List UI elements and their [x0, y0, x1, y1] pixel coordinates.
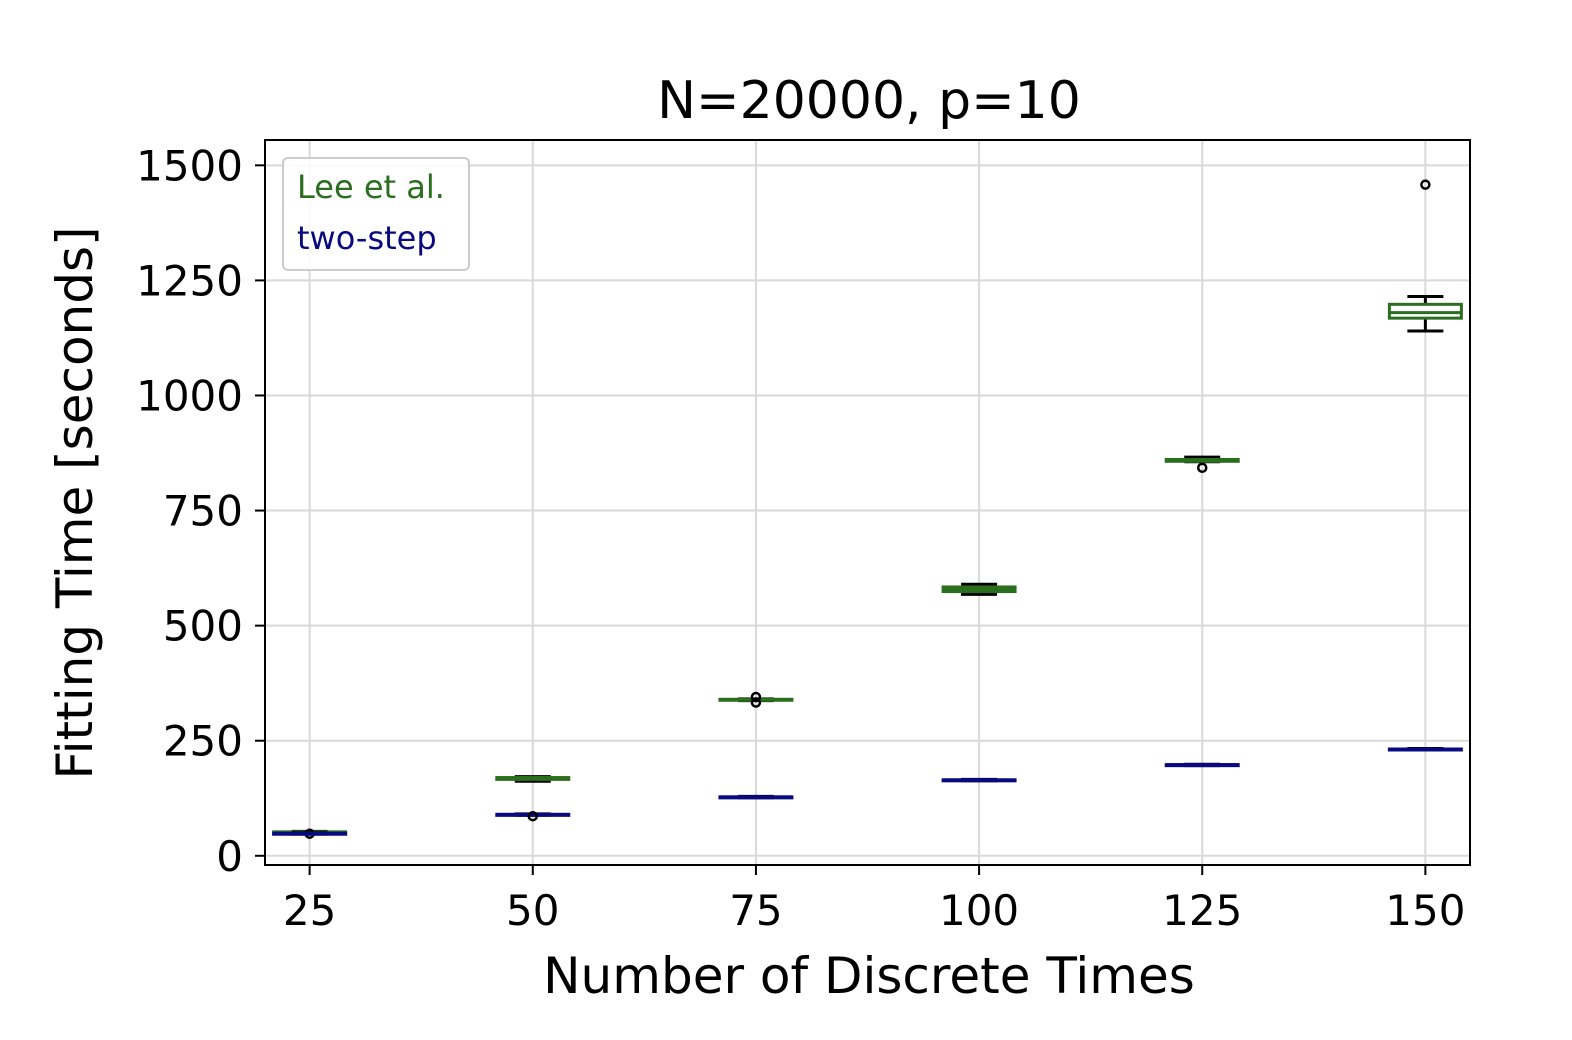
y-tick-label: 1000 [136, 371, 243, 420]
x-tick-label: 50 [506, 886, 559, 935]
y-tick-label: 500 [163, 602, 243, 651]
legend-entry-two-step: two-step [297, 219, 437, 257]
legend-box [282, 157, 470, 271]
y-tick-label: 750 [163, 487, 243, 536]
x-tick-label: 25 [283, 886, 336, 935]
x-tick-label: 125 [1162, 886, 1242, 935]
box-two-step [1164, 762, 1240, 768]
grid-lines [265, 140, 1470, 865]
x-tick-label: 150 [1385, 886, 1465, 935]
legend: Lee et al. two-step [282, 157, 470, 271]
y-tick-label: 1250 [136, 256, 243, 305]
box-two-step [941, 777, 1017, 783]
box-lee-et-al [718, 691, 794, 708]
y-tick-label: 0 [216, 832, 243, 881]
box-two-step [1387, 747, 1463, 752]
x-tick-label: 75 [729, 886, 782, 935]
box-two-step [495, 810, 571, 822]
y-tick-label: 1500 [136, 141, 243, 190]
y-axis-title: Fitting Time [seconds] [46, 226, 104, 779]
legend-entry-lee-et-al: Lee et al. [297, 168, 445, 206]
box-plot-marks [272, 179, 1463, 839]
y-tick-label: 250 [163, 717, 243, 766]
x-tick-label: 100 [939, 886, 1019, 935]
outlier-point [750, 691, 762, 703]
box-lee-et-al [1164, 455, 1240, 473]
box-two-step [718, 794, 794, 800]
plot-area-frame [264, 139, 1471, 866]
box-lee-et-al [495, 775, 571, 783]
box-lee-et-al [1387, 179, 1463, 333]
outlier-point [1420, 179, 1431, 190]
x-axis-title: Number of Discrete Times [543, 947, 1195, 1005]
outlier-point [1196, 462, 1208, 473]
box-lee-et-al [941, 582, 1017, 596]
outlier-point [750, 697, 762, 708]
outlier-point [527, 810, 539, 822]
box-two-step [272, 831, 348, 836]
chart-title: N=20000, p=10 [657, 71, 1081, 131]
